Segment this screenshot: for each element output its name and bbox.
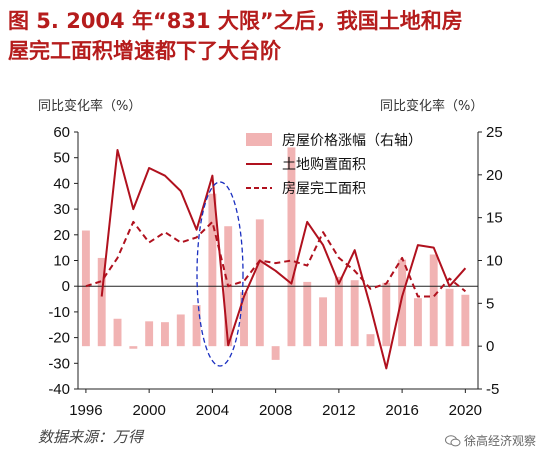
left-tick-label: 10 (53, 253, 70, 270)
x-tick-label: 2008 (259, 402, 292, 419)
bar-2009 (287, 147, 296, 347)
x-tick-label: 2020 (449, 402, 482, 419)
bar-2020 (461, 294, 470, 347)
bar-2002 (176, 314, 185, 347)
bar-2017 (413, 298, 422, 347)
right-tick-label: 5 (486, 295, 494, 312)
line-series (85, 149, 467, 370)
right-tick-label: 25 (486, 124, 503, 141)
bar-2003 (192, 305, 201, 347)
bar-2000 (145, 321, 154, 347)
line-completed-area (85, 220, 467, 298)
highlight-ellipse (196, 181, 244, 367)
legend-bar-swatch (246, 133, 272, 146)
bar-2004 (208, 193, 217, 347)
left-tick-label: 0 (62, 278, 70, 295)
right-tick-label: 20 (486, 167, 503, 184)
left-tick-label: 30 (53, 201, 70, 218)
x-tick-label: 2012 (322, 402, 355, 419)
bar-2015 (382, 282, 391, 347)
watermark: 徐高经济观察 (444, 432, 536, 449)
bar-2011 (319, 297, 328, 347)
bar-2008 (271, 346, 280, 360)
left-tick-label: 60 (53, 124, 70, 141)
bar-2014 (366, 334, 375, 347)
bar-2001 (161, 322, 169, 347)
bar-2006 (240, 292, 248, 347)
bar-2019 (445, 288, 454, 347)
title-line-2: 屋完工面积增速都下了大台阶 (8, 39, 281, 63)
legend-label-price: 房屋价格涨幅（右轴） (282, 133, 422, 149)
bar-1996 (81, 230, 90, 347)
bar-2007 (255, 219, 264, 347)
bar-1997 (97, 257, 106, 347)
right-tick-label: 15 (486, 210, 503, 227)
left-axis-title: 同比变化率（%） (38, 99, 142, 114)
x-axis-ticks: 1996 2000 2004 2008 2012 2016 2020 (69, 389, 482, 419)
legend: 房屋价格涨幅（右轴） 土地购置面积 房屋完工面积 (246, 133, 422, 197)
left-tick-label: 20 (53, 227, 70, 244)
bar-2013 (350, 280, 359, 347)
watermark-text: 徐高经济观察 (463, 434, 536, 448)
right-tick-label: 10 (486, 253, 503, 270)
line-land-purchase (100, 149, 467, 370)
chart-title: 图 5. 2004 年“831 大限”之后，我国土地和房 屋完工面积增速都下了大… (8, 6, 544, 66)
right-tick-label: 0 (486, 338, 494, 355)
x-tick-label: 2004 (196, 402, 229, 419)
bar-2012 (334, 276, 343, 347)
right-tick-label: -5 (486, 381, 499, 398)
left-tick-label: -20 (48, 330, 70, 347)
source-note: 数据来源：万得 (38, 428, 144, 446)
left-tick-label: 50 (53, 150, 70, 167)
legend-label-land: 土地购置面积 (282, 157, 366, 173)
x-tick-label: 2016 (385, 402, 418, 419)
left-tick-label: -10 (48, 304, 70, 321)
left-axis-ticks: 60 50 40 30 20 10 0 -10 -20 -30 -40 (48, 124, 78, 398)
x-tick-label: 1996 (69, 402, 102, 419)
x-tick-label: 2000 (132, 402, 165, 419)
legend-label-completed: 房屋完工面积 (282, 181, 366, 197)
left-tick-label: 40 (53, 175, 70, 192)
right-axis-ticks: 25 20 15 10 5 0 -5 (478, 124, 503, 398)
title-line-1: 图 5. 2004 年“831 大限”之后，我国土地和房 (8, 9, 463, 33)
bar-2018 (429, 254, 438, 347)
bar-1998 (113, 318, 122, 347)
bar-series (81, 147, 470, 360)
left-tick-label: -40 (48, 381, 70, 398)
right-axis-title: 同比变化率（%） (380, 99, 484, 114)
bar-1999 (129, 346, 138, 349)
wechat-icon (444, 435, 461, 447)
bar-2010 (303, 281, 312, 347)
bar-2016 (398, 259, 407, 347)
left-tick-label: -30 (48, 355, 70, 372)
